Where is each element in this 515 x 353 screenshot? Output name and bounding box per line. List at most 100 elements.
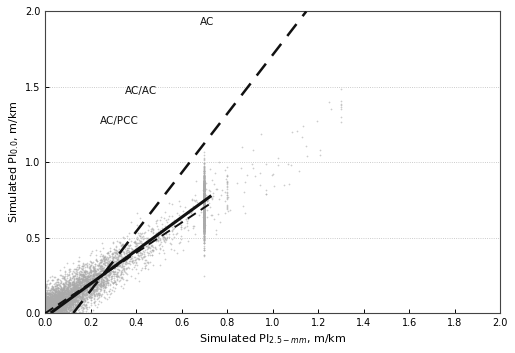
Point — [72, 276, 80, 282]
Point — [43, 310, 52, 316]
Point — [200, 198, 209, 204]
Point — [66, 297, 74, 303]
Point — [78, 286, 87, 292]
Point — [64, 303, 73, 308]
Point — [77, 276, 85, 282]
Point — [200, 216, 209, 222]
Point — [91, 275, 99, 280]
Point — [60, 289, 68, 294]
Point — [78, 288, 87, 294]
Point — [48, 310, 56, 316]
Point — [200, 186, 209, 192]
Point — [142, 243, 150, 249]
Point — [200, 181, 209, 187]
Point — [49, 307, 57, 313]
Point — [200, 168, 209, 174]
Point — [59, 304, 67, 310]
Point — [56, 310, 64, 316]
Point — [337, 98, 345, 104]
Point — [46, 306, 55, 311]
Point — [87, 263, 95, 268]
Point — [200, 231, 209, 237]
Point — [293, 128, 301, 134]
Point — [71, 292, 79, 297]
Point — [44, 310, 52, 316]
Point — [49, 300, 57, 306]
Point — [73, 279, 81, 284]
Point — [140, 255, 148, 260]
Point — [52, 309, 60, 314]
Point — [91, 268, 99, 273]
Point — [82, 291, 90, 296]
Point — [66, 289, 74, 295]
Point — [83, 269, 91, 275]
Point — [55, 285, 63, 291]
Point — [46, 310, 55, 316]
Point — [74, 293, 82, 299]
Point — [115, 246, 124, 251]
Point — [200, 221, 209, 227]
Point — [121, 261, 129, 267]
Point — [62, 299, 71, 304]
Point — [111, 261, 119, 267]
Point — [51, 292, 59, 297]
Point — [75, 288, 83, 293]
Point — [98, 276, 107, 282]
Point — [200, 183, 209, 189]
Point — [97, 272, 106, 277]
Point — [76, 269, 84, 274]
Point — [78, 293, 87, 298]
Point — [62, 277, 70, 283]
Point — [61, 293, 70, 299]
Point — [56, 303, 64, 309]
Point — [44, 303, 53, 308]
Point — [101, 258, 110, 263]
Point — [50, 295, 58, 301]
Point — [200, 211, 209, 217]
Point — [200, 186, 209, 191]
Point — [45, 310, 54, 316]
Point — [110, 254, 118, 260]
Point — [45, 310, 53, 316]
Point — [212, 227, 220, 233]
Point — [200, 183, 209, 189]
Point — [48, 298, 57, 303]
Point — [113, 257, 122, 263]
Point — [72, 278, 80, 283]
Point — [47, 305, 56, 311]
Point — [76, 275, 84, 281]
Point — [67, 290, 76, 296]
Point — [58, 298, 66, 303]
Point — [50, 281, 58, 287]
Point — [64, 289, 72, 295]
Point — [64, 287, 73, 292]
Point — [200, 191, 209, 197]
Point — [82, 269, 90, 274]
Point — [43, 308, 52, 313]
Point — [78, 275, 86, 281]
Point — [46, 310, 55, 316]
Point — [200, 215, 209, 221]
Point — [200, 247, 209, 253]
Point — [200, 209, 209, 214]
Point — [156, 230, 164, 236]
Point — [55, 305, 63, 311]
Point — [82, 268, 90, 274]
Point — [63, 295, 71, 301]
Point — [59, 305, 67, 311]
Point — [53, 307, 61, 312]
Point — [162, 229, 170, 235]
Point — [52, 309, 60, 315]
Point — [51, 310, 59, 316]
Point — [55, 300, 63, 306]
Point — [106, 273, 114, 278]
Point — [107, 276, 115, 281]
Point — [94, 271, 102, 277]
Point — [116, 263, 124, 269]
Point — [200, 200, 209, 206]
Point — [200, 216, 209, 221]
Point — [78, 291, 86, 297]
Point — [56, 310, 64, 316]
Point — [68, 292, 76, 298]
Point — [70, 298, 78, 304]
